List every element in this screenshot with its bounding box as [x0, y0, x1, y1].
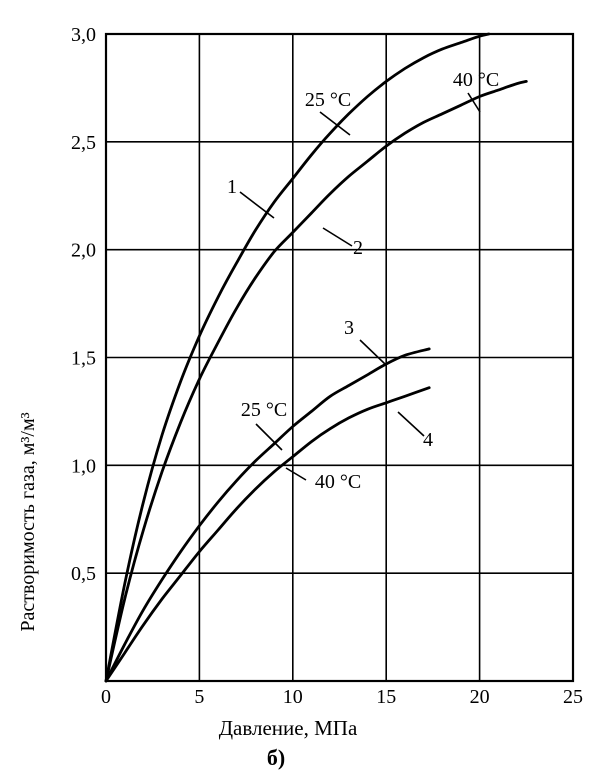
series-line-3	[104, 347, 431, 683]
leader-3	[359, 339, 386, 365]
annotations: 1 2 3 4 25 °C 40 °C 25 °C 40 °C	[227, 69, 499, 493]
annotation-leaders	[239, 92, 481, 481]
annotation-temp-40-upper: 40 °C	[453, 69, 499, 91]
y-tick-label: 1,0	[71, 455, 96, 477]
leader-1	[239, 191, 275, 219]
annotation-3: 3	[344, 317, 354, 339]
annotation-4: 4	[423, 429, 433, 451]
y-tick-label: 0,5	[71, 563, 96, 585]
series-line-2	[104, 80, 528, 683]
leader-4	[397, 411, 425, 437]
x-axis-label: Давление, МПа	[219, 716, 358, 740]
tick-labels: 0 5 10 15 20 25 0,5 1,0 1,5 2,0 2,5 3,0	[71, 24, 583, 708]
annotation-temp-25-lower: 25 °C	[241, 399, 287, 421]
leader-2	[322, 227, 353, 247]
x-tick-label: 25	[563, 686, 583, 708]
leader-temp-40-lower	[285, 467, 307, 481]
plot-frame	[104, 32, 575, 683]
x-tick-label: 0	[101, 686, 111, 708]
annotation-1: 1	[227, 176, 237, 198]
annotation-temp-25-upper: 25 °C	[305, 89, 351, 111]
y-tick-label: 2,5	[71, 132, 96, 154]
y-tick-label: 3,0	[71, 24, 96, 46]
series-line-1	[104, 32, 491, 683]
y-axis-label: Растворимость газа, м³/м³	[17, 412, 39, 631]
y-tick-label: 1,5	[71, 348, 96, 370]
x-tick-label: 15	[376, 686, 396, 708]
leader-temp-25-upper	[319, 111, 351, 136]
figure-caption: б)	[267, 745, 285, 770]
annotation-2: 2	[353, 237, 363, 259]
y-tick-label: 2,0	[71, 240, 96, 262]
series-group	[104, 32, 528, 683]
x-tick-label: 20	[470, 686, 490, 708]
leader-temp-25-lower	[255, 423, 283, 451]
leader-temp-40-upper	[467, 92, 481, 113]
x-tick-label: 5	[194, 686, 204, 708]
series-line-4	[104, 386, 431, 683]
x-tick-label: 10	[283, 686, 303, 708]
grid	[106, 34, 573, 681]
annotation-temp-40-lower: 40 °C	[315, 471, 361, 493]
